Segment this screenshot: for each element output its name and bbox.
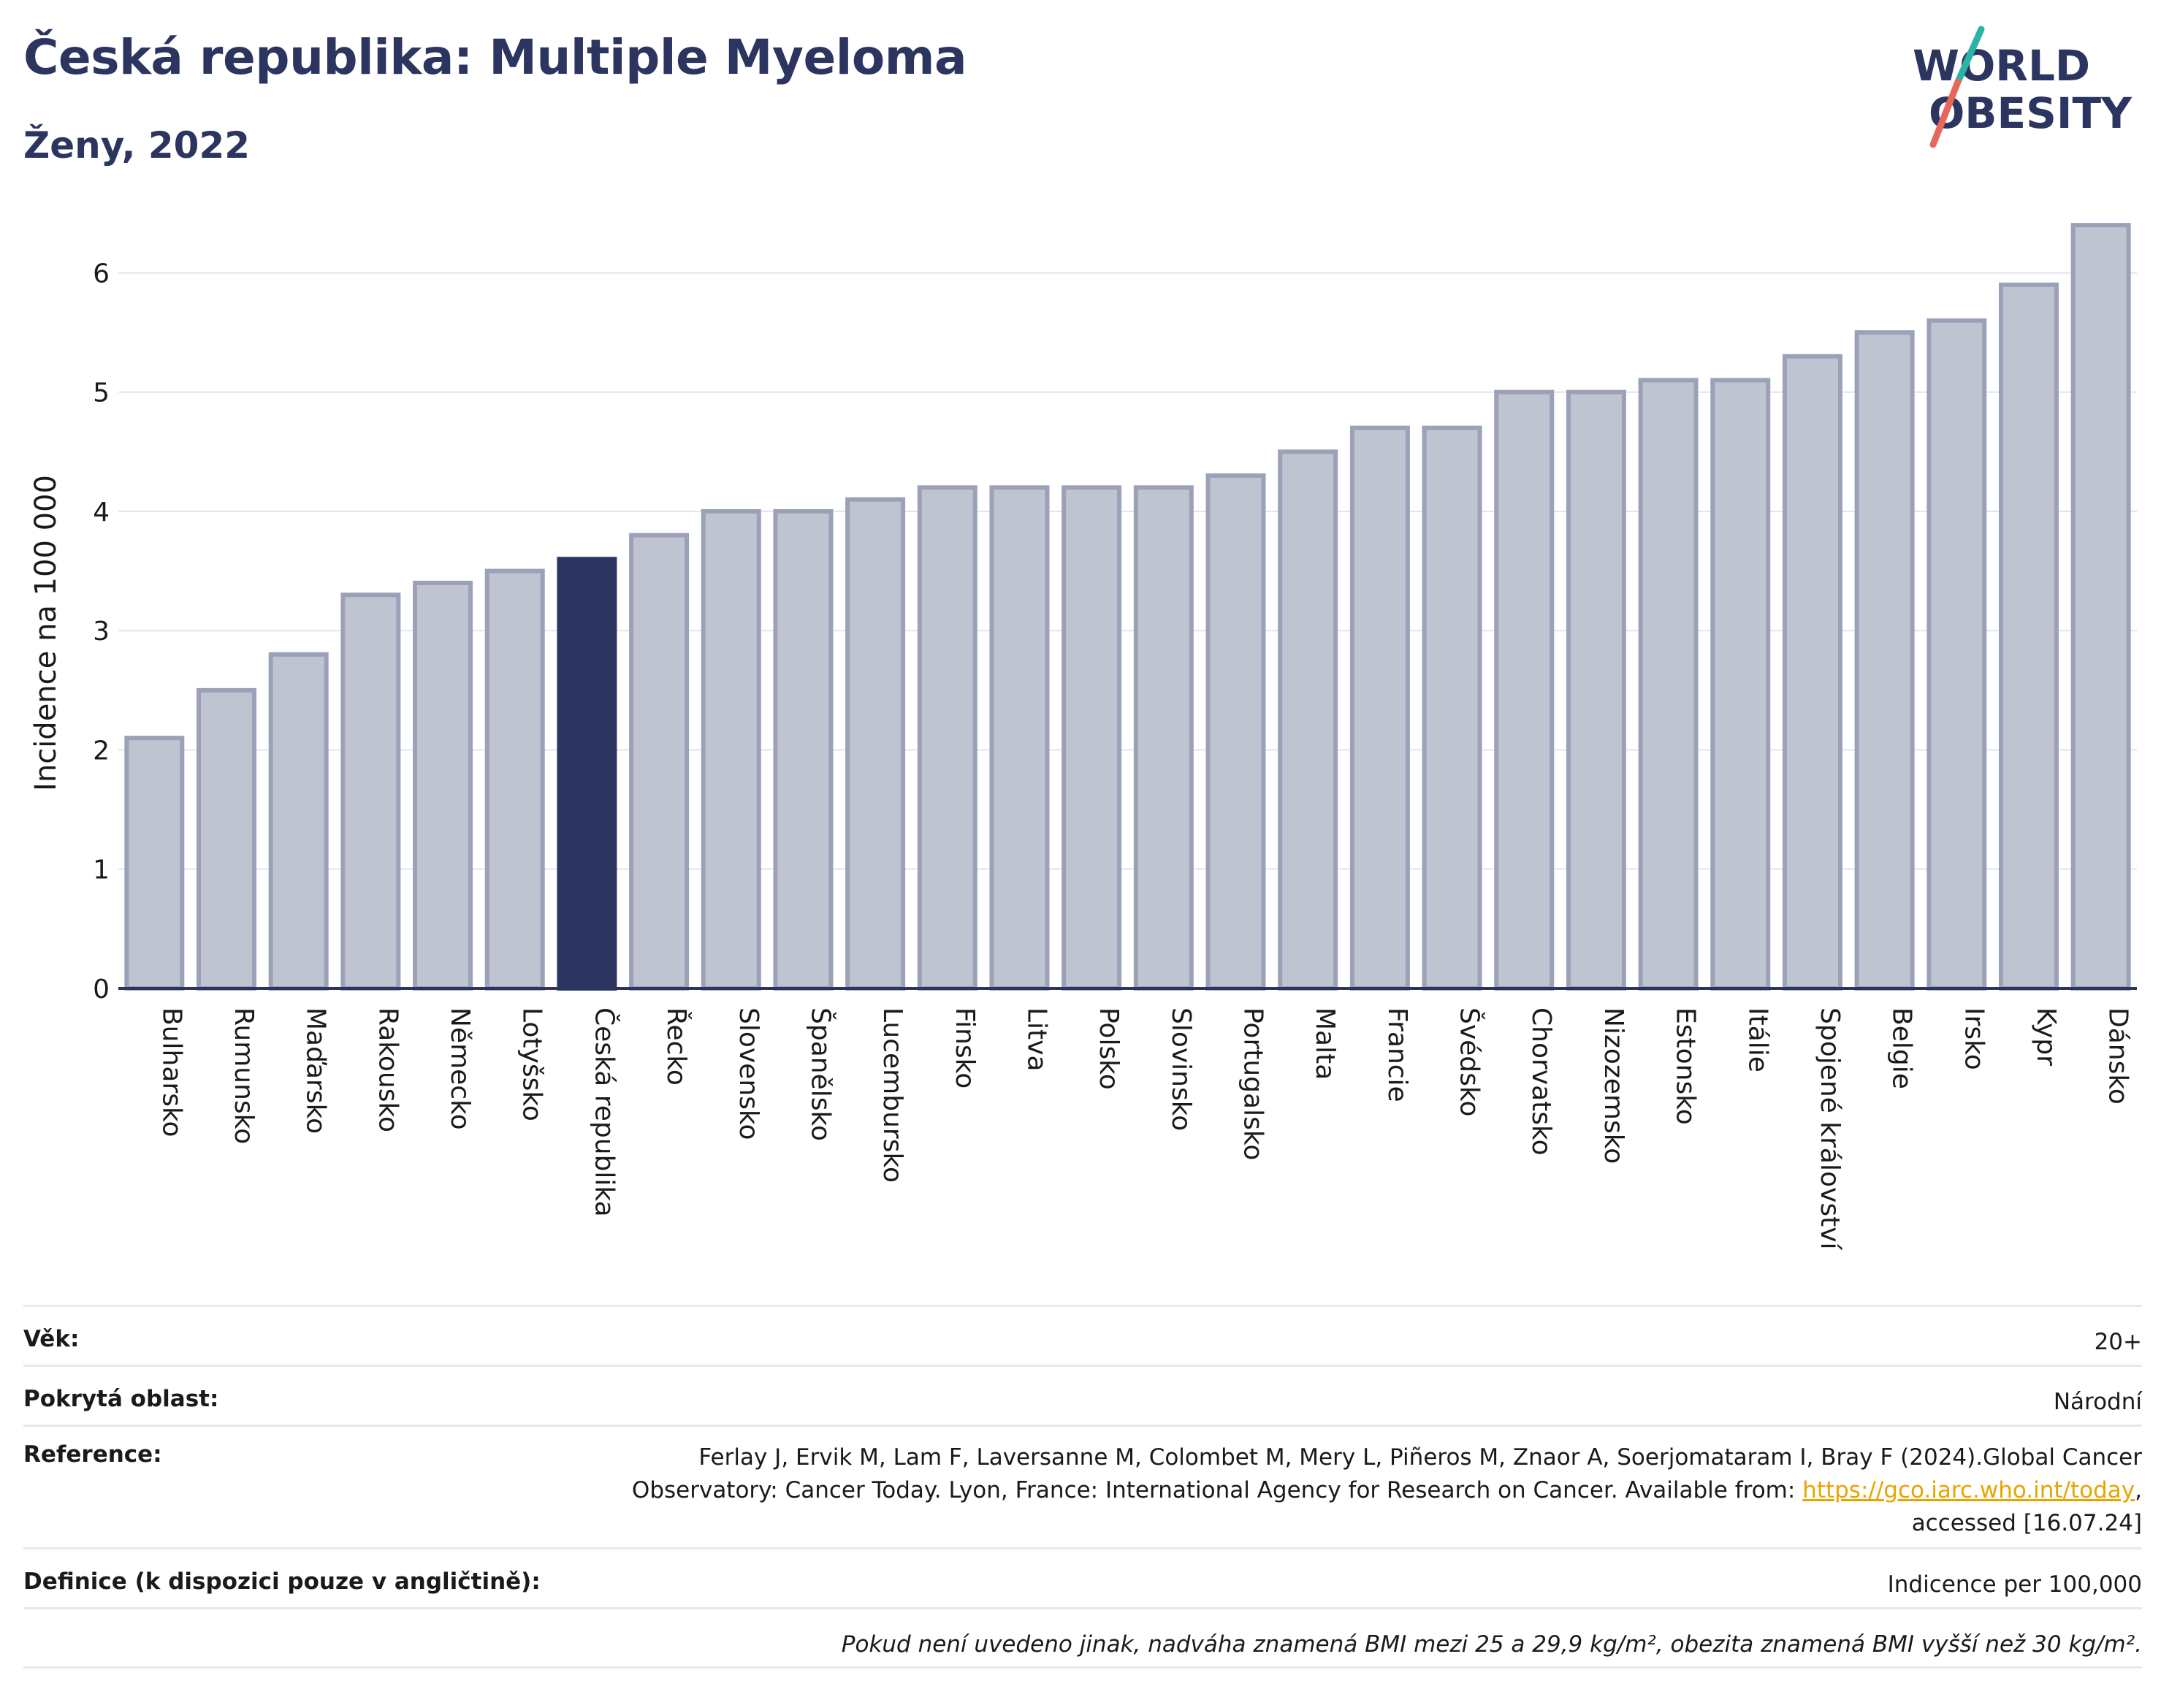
bar-španělsko	[773, 508, 834, 991]
x-tick-label: Belgie	[1887, 1007, 1917, 1089]
bar-česká-republika	[557, 557, 617, 991]
axes: 0 1 2 3 4 5 6 Bulharsko Rumunsko Maďarsko Rakousko…	[93, 259, 2137, 1251]
bar-portugalsko	[1205, 473, 1266, 991]
world-obesity-logo: WORLD OBESITY	[1913, 26, 2133, 148]
x-tick-label: Rumunsko	[229, 1007, 259, 1144]
reference-label: Reference:	[23, 1441, 162, 1468]
age-value: 20+	[2094, 1329, 2142, 1355]
info-row-footnote: Pokud není uvedeno jinak, nadváha znamen…	[23, 1607, 2142, 1669]
bar-slovinsko	[1133, 485, 1194, 991]
bar-maďarsko	[268, 652, 329, 991]
bar-švédsko	[1422, 425, 1482, 991]
bar-finsko	[917, 485, 977, 991]
bar-estonsko	[1638, 378, 1699, 991]
x-tick-label: Lucembursko	[877, 1007, 907, 1183]
x-tick-label: Španělsko	[805, 1007, 836, 1141]
x-tick-label: Nizozemsko	[1598, 1007, 1628, 1164]
bar-chorvatsko	[1494, 389, 1555, 991]
x-tick-label: Slovensko	[733, 1007, 763, 1140]
bars	[124, 223, 2131, 991]
area-value: Národní	[2053, 1389, 2142, 1415]
y-tick-label: 5	[93, 378, 110, 408]
definition-label: Definice (k dispozici pouze v angličtině…	[23, 1568, 541, 1595]
x-tick-label: Francie	[1382, 1007, 1412, 1102]
x-tick-label: Maďarsko	[301, 1007, 331, 1134]
reference-link[interactable]: https://gco.iarc.who.int/today	[1802, 1477, 2135, 1503]
x-tick-label: Chorvatsko	[1526, 1007, 1556, 1156]
bar-německo	[413, 580, 473, 991]
bar-řecko	[629, 533, 690, 991]
y-tick-label: 6	[93, 259, 110, 289]
page-title: Česká republika: Multiple Myeloma	[23, 29, 967, 85]
x-tick-label: Portugalsko	[1238, 1007, 1268, 1160]
footnote: Pokud není uvedeno jinak, nadváha znamen…	[841, 1631, 2142, 1658]
bar-rumunsko	[197, 687, 257, 991]
logo-line-1: WORLD	[1913, 41, 2090, 91]
bar-litva	[989, 485, 1050, 991]
x-tick-label: Slovinsko	[1166, 1007, 1196, 1131]
bar-nizozemsko	[1566, 389, 1626, 991]
bar-lotyšsko	[484, 568, 545, 991]
info-row-definition: Definice (k dispozici pouze v angličtině…	[23, 1547, 2142, 1607]
area-label: Pokrytá oblast:	[23, 1386, 219, 1412]
x-tick-label: Finsko	[950, 1007, 980, 1089]
bar-itálie	[1710, 378, 1771, 991]
x-tick-label: Švédsko	[1455, 1007, 1485, 1117]
bar-chart: 0 1 2 3 4 5 6 Bulharsko Rumunsko Maďarsko Rakousko…	[29, 223, 2137, 1251]
x-tick-label: Rakousko	[373, 1007, 403, 1132]
logo-slash-red-icon	[1929, 78, 1962, 148]
x-tick-label: Lotyšsko	[517, 1007, 547, 1121]
y-tick-label: 4	[93, 497, 110, 527]
y-tick-label: 2	[93, 736, 110, 766]
bar-lucembursko	[845, 497, 906, 991]
y-tick-label: 3	[93, 617, 110, 647]
bar-spojené-království	[1782, 354, 1842, 991]
x-tick-label: Řecko	[661, 1007, 692, 1086]
age-label: Věk:	[23, 1326, 80, 1352]
bar-francie	[1349, 425, 1410, 991]
info-row-reference: Reference: Ferlay J, Ervik M, Lam F, Lav…	[23, 1425, 2142, 1547]
y-tick-label: 0	[93, 975, 110, 1004]
x-tick-label: Estonsko	[1671, 1007, 1701, 1125]
x-tick-label: Kypr	[2031, 1007, 2061, 1066]
x-tick-label: Spojené království	[1815, 1007, 1845, 1251]
x-tick-label: Malta	[1310, 1007, 1340, 1080]
reference-value: Ferlay J, Ervik M, Lam F, Laversanne M, …	[608, 1441, 2142, 1540]
x-tick-label: Irsko	[1959, 1007, 1989, 1070]
bar-kypr	[1998, 282, 2059, 991]
page-subtitle: Ženy, 2022	[23, 124, 251, 167]
y-tick-label: 1	[93, 855, 110, 885]
x-tick-label: Bulharsko	[156, 1007, 186, 1137]
x-tick-label: Německo	[445, 1007, 475, 1130]
bar-polsko	[1062, 485, 1122, 991]
info-table: Věk: 20+ Pokrytá oblast: Národní Referen…	[23, 1305, 2142, 1669]
bar-bulharsko	[124, 736, 185, 991]
bar-belgie	[1854, 330, 1915, 991]
bar-irsko	[1926, 318, 1987, 991]
reference-accessed: , accessed [16.07.24]	[1911, 1477, 2142, 1536]
y-axis-label: Incidence na 100 000	[29, 475, 63, 791]
info-row-area: Pokrytá oblast: Národní	[23, 1365, 2142, 1425]
x-tick-label: Litva	[1021, 1007, 1051, 1072]
bar-dánsko	[2070, 223, 2131, 991]
bar-malta	[1278, 449, 1338, 991]
x-tick-label: Polsko	[1094, 1007, 1124, 1090]
x-tick-label: Česká republika	[589, 1007, 620, 1217]
reference-text: Ferlay J, Ervik M, Lam F, Laversanne M, …	[631, 1444, 2142, 1503]
definition-value: Indicence per 100,000	[1887, 1571, 2142, 1598]
bar-slovensko	[701, 508, 761, 991]
info-row-age: Věk: 20+	[23, 1305, 2142, 1365]
logo-slash-teal-icon	[1954, 26, 1985, 85]
bar-rakousko	[340, 592, 401, 991]
x-tick-label: Itálie	[1742, 1007, 1772, 1072]
x-tick-label: Dánsko	[2103, 1007, 2133, 1105]
logo-line-2: OBESITY	[1929, 88, 2133, 138]
